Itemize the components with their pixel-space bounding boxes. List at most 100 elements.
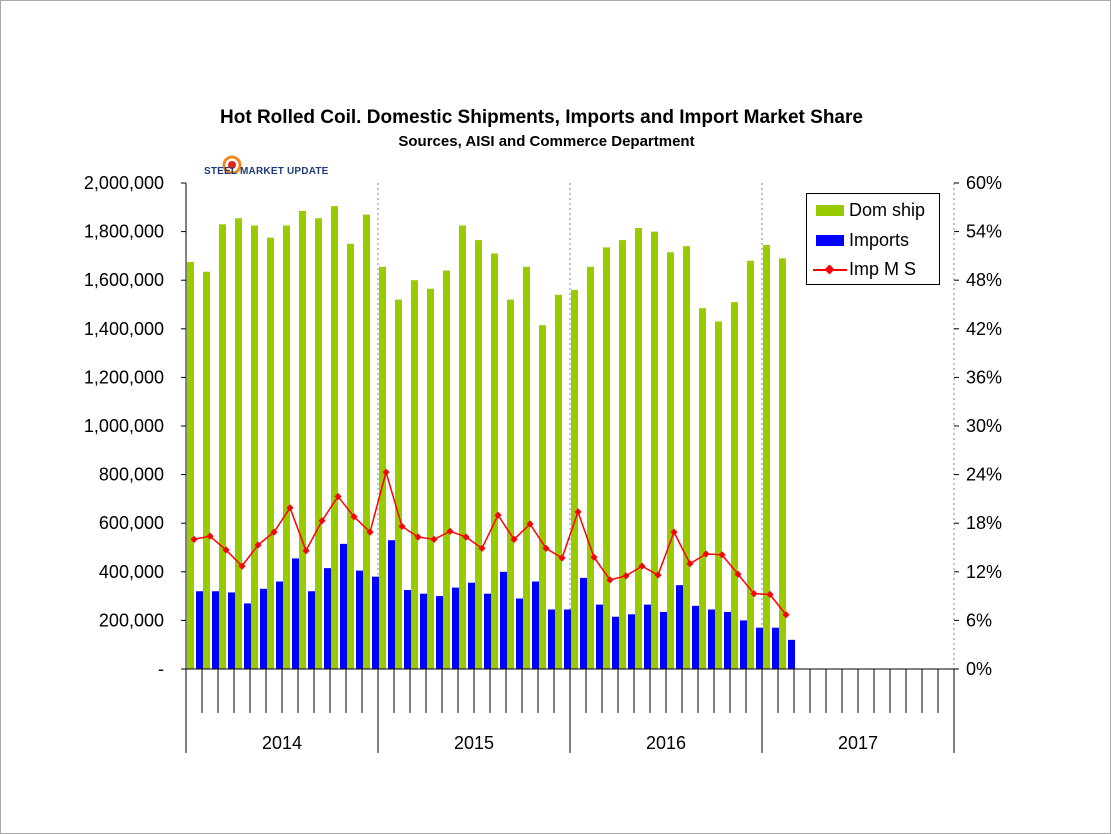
dom-ship-bar: [699, 308, 706, 669]
legend-swatch-imports: [816, 235, 844, 246]
imports-bar: [436, 596, 443, 669]
chart-title: Hot Rolled Coil. Domestic Shipments, Imp…: [220, 107, 863, 128]
imports-bar: [244, 603, 251, 669]
dom-ship-bar: [539, 325, 546, 669]
imp-ms-point: [510, 535, 518, 543]
imp-ms-point: [190, 535, 198, 543]
right-tick-label: 48%: [966, 270, 1002, 290]
imp-ms-point: [270, 528, 278, 536]
imp-ms-point: [622, 572, 630, 580]
dom-ship-bar: [507, 299, 514, 669]
right-tick-label: 18%: [966, 513, 1002, 533]
imp-ms-point: [414, 533, 422, 541]
imp-ms-point: [574, 508, 582, 516]
logo-swoosh-icon: [222, 155, 242, 174]
dom-ship-bar: [379, 266, 386, 669]
imp-ms-point: [686, 560, 694, 568]
legend-item-imports: Imports: [807, 229, 937, 253]
imports-bar: [724, 611, 731, 669]
imports-bar: [644, 604, 651, 669]
left-tick-label: 1,800,000: [84, 222, 164, 242]
dom-ship-bar: [731, 302, 738, 669]
imports-bar: [628, 614, 635, 669]
imports-series: [196, 540, 795, 669]
logo-text: STEEL MARKET UPDATE: [204, 166, 329, 177]
dom-ship-bar: [619, 240, 626, 670]
right-axis-ticks: 0% 6% 12% 18% 24% 30% 36% 42% 48% 54% 60%: [954, 173, 1002, 679]
imp-ms-point: [318, 517, 326, 525]
legend-item-imp-ms: Imp M S: [807, 258, 937, 282]
left-tick-label: 200,000: [99, 610, 164, 630]
dom-ship-bar: [411, 280, 418, 669]
imports-bar: [756, 627, 763, 669]
dom-ship-bar: [459, 225, 466, 669]
imp-ms-point: [334, 492, 342, 501]
year-label: 2017: [838, 733, 878, 753]
imp-ms-point: [382, 468, 390, 476]
legend-label-imp-ms: Imp M S: [849, 259, 917, 279]
dom-ship-bar: [267, 237, 274, 670]
left-tick-label: 400,000: [99, 562, 164, 582]
imports-bar: [196, 591, 203, 669]
imp-ms-point: [542, 544, 550, 552]
imports-bar: [388, 540, 395, 669]
imports-bar: [740, 620, 747, 669]
imp-ms-point: [638, 562, 646, 570]
imp-ms-line: [193, 469, 787, 616]
dom-ship-bar: [635, 227, 642, 669]
imp-ms-point: [718, 551, 726, 559]
right-tick-label: 6%: [966, 610, 992, 630]
imports-bar: [516, 598, 523, 669]
imp-ms-point: [350, 513, 358, 521]
imp-ms-point: [206, 532, 214, 540]
imports-bar: [612, 616, 619, 669]
right-tick-label: 42%: [966, 319, 1002, 339]
left-tick-label: 1,000,000: [84, 416, 164, 436]
left-tick-label: 1,600,000: [84, 270, 164, 290]
dom-ship-bar: [747, 260, 754, 669]
imp-ms-point: [478, 544, 486, 552]
imports-bar: [772, 627, 779, 669]
dom-ship-bar: [395, 299, 402, 669]
dom-ship-bar: [363, 214, 370, 669]
dom-ship-bar: [283, 225, 290, 669]
imports-bar: [660, 611, 667, 669]
dom-ship-bar: [443, 270, 450, 669]
legend: Dom ship Imports Imp M S: [806, 193, 940, 285]
dom-ship-bar: [427, 288, 434, 669]
imp-ms-point: [590, 553, 598, 561]
dom-ship-series: [187, 206, 786, 670]
legend-swatch-dom-ship: [816, 205, 844, 216]
imports-bar: [532, 581, 539, 669]
imp-ms-point: [750, 590, 758, 598]
imp-ms-point: [286, 504, 294, 512]
x-axis-ticks: [201, 669, 939, 753]
left-tick-label: -: [158, 659, 164, 679]
right-tick-label: 36%: [966, 367, 1002, 387]
imp-ms-point: [670, 528, 678, 536]
year-label: 2015: [454, 733, 494, 753]
imports-bar: [564, 609, 571, 669]
left-tick-label: 800,000: [99, 465, 164, 485]
dom-ship-bar: [587, 266, 594, 669]
imports-bar: [420, 593, 427, 669]
right-tick-label: 60%: [966, 173, 1002, 193]
right-tick-label: 12%: [966, 562, 1002, 582]
dom-ship-bar: [475, 240, 482, 670]
imp-ms-point: [446, 527, 454, 535]
imp-ms-point: [702, 550, 710, 558]
imp-ms-point: [366, 528, 374, 536]
imports-bar: [484, 593, 491, 669]
imp-ms-point: [430, 535, 438, 543]
dom-ship-bar: [491, 253, 498, 669]
left-tick-label: 600,000: [99, 513, 164, 533]
imports-bar: [788, 639, 795, 669]
left-axis-ticks: - 200,000 400,000 600,000 800,000 1,000,000 1,…: [84, 173, 186, 679]
dom-ship-bar: [187, 261, 194, 669]
dom-ship-bar: [651, 231, 658, 669]
dom-ship-bar: [251, 225, 258, 669]
imp-ms-point: [302, 547, 310, 555]
imp-ms-series: [190, 468, 790, 619]
legend-item-dom-ship: Dom ship: [807, 199, 937, 223]
